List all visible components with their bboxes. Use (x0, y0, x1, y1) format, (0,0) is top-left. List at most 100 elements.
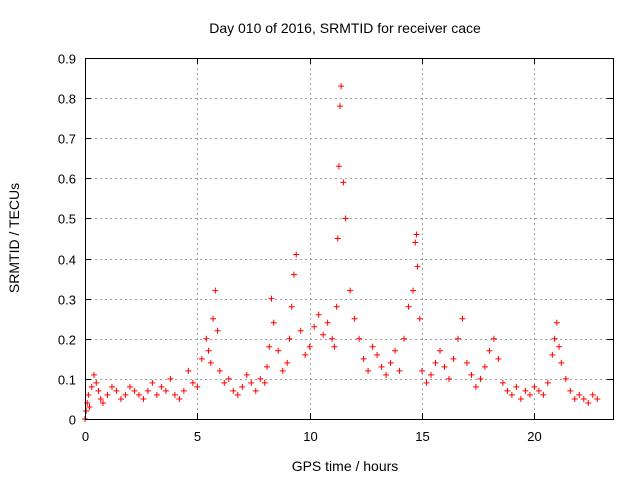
data-point (140, 395, 147, 402)
data-point (432, 359, 439, 366)
data-point (365, 367, 372, 374)
data-point (252, 387, 259, 394)
data-point (86, 403, 93, 410)
y-tick-label: 0.8 (58, 92, 76, 107)
data-point (585, 399, 592, 406)
chart-title: Day 010 of 2016, SRMTID for receiver cac… (209, 20, 481, 36)
data-point (149, 379, 156, 386)
data-point (306, 343, 313, 350)
x-tick-label: 15 (415, 429, 429, 444)
data-point (263, 363, 270, 370)
data-point (117, 395, 124, 402)
data-point (413, 231, 420, 238)
data-point (571, 395, 578, 402)
data-point (508, 391, 515, 398)
data-point (580, 395, 587, 402)
data-point (405, 303, 412, 310)
data-point (513, 383, 520, 390)
axis-ticks (85, 58, 613, 420)
data-point (225, 375, 232, 382)
data-point (472, 383, 479, 390)
data-point (369, 343, 376, 350)
data-point (531, 383, 538, 390)
data-point (83, 407, 90, 414)
data-point (290, 271, 297, 278)
data-point (302, 351, 309, 358)
data-point (535, 387, 542, 394)
data-point (297, 327, 304, 334)
data-point (490, 335, 497, 342)
data-point (331, 343, 338, 350)
data-point (333, 303, 340, 310)
y-tick-label: 0.5 (58, 212, 76, 227)
data-point (414, 263, 421, 270)
data-point (416, 315, 423, 322)
data-point (248, 379, 255, 386)
y-tick-label: 0.1 (58, 373, 76, 388)
data-point (495, 355, 502, 362)
data-point (320, 331, 327, 338)
data-point (268, 295, 275, 302)
data-point (158, 383, 165, 390)
x-tick-label: 10 (303, 429, 317, 444)
data-point (311, 323, 318, 330)
data-point (113, 387, 120, 394)
data-point (198, 355, 205, 362)
data-point (387, 359, 394, 366)
data-point (203, 335, 210, 342)
data-point (576, 391, 583, 398)
data-point (97, 395, 104, 402)
data-point (553, 319, 560, 326)
y-tick-label: 0.2 (58, 333, 76, 348)
data-point (153, 391, 160, 398)
data-point (441, 363, 448, 370)
data-point (335, 163, 342, 170)
data-point (337, 103, 344, 110)
data-point (207, 359, 214, 366)
data-point (481, 363, 488, 370)
data-point (356, 335, 363, 342)
data-point (315, 311, 322, 318)
data-point (214, 327, 221, 334)
data-point (176, 395, 183, 402)
data-point (378, 363, 385, 370)
y-tick-label: 0.9 (58, 52, 76, 67)
data-point (131, 387, 138, 394)
data-point (589, 391, 596, 398)
y-tick-labels: 0 0.1 0.2 0.3 0.4 0.5 0.6 0.7 0.8 0.9 (58, 52, 76, 428)
grid-lines (85, 58, 613, 419)
data-point (504, 387, 511, 394)
data-point (392, 347, 399, 354)
data-point (212, 287, 219, 294)
data-point (454, 335, 461, 342)
data-point (562, 375, 569, 382)
data-point (329, 335, 336, 342)
data-point (334, 235, 341, 242)
data-point (526, 391, 533, 398)
data-point (540, 391, 547, 398)
data-point (279, 367, 286, 374)
data-point (230, 387, 237, 394)
data-point (205, 347, 212, 354)
plot-frame (85, 58, 614, 420)
data-point (342, 215, 349, 222)
x-tick-labels: 0 5 10 15 20 (82, 429, 542, 444)
data-point (126, 383, 133, 390)
data-point (396, 367, 403, 374)
data-point (210, 315, 217, 322)
data-point (194, 383, 201, 390)
data-point (412, 239, 419, 246)
y-axis-title: SRMTID / TECUs (6, 183, 22, 293)
data-point (459, 315, 466, 322)
data-point (436, 347, 443, 354)
data-point (286, 335, 293, 342)
data-point (85, 391, 92, 398)
data-point (243, 371, 250, 378)
data-point (351, 315, 358, 322)
data-point (99, 399, 106, 406)
data-point (401, 335, 408, 342)
data-point (360, 355, 367, 362)
data-point (270, 319, 277, 326)
data-point (468, 371, 475, 378)
data-point (185, 367, 192, 374)
